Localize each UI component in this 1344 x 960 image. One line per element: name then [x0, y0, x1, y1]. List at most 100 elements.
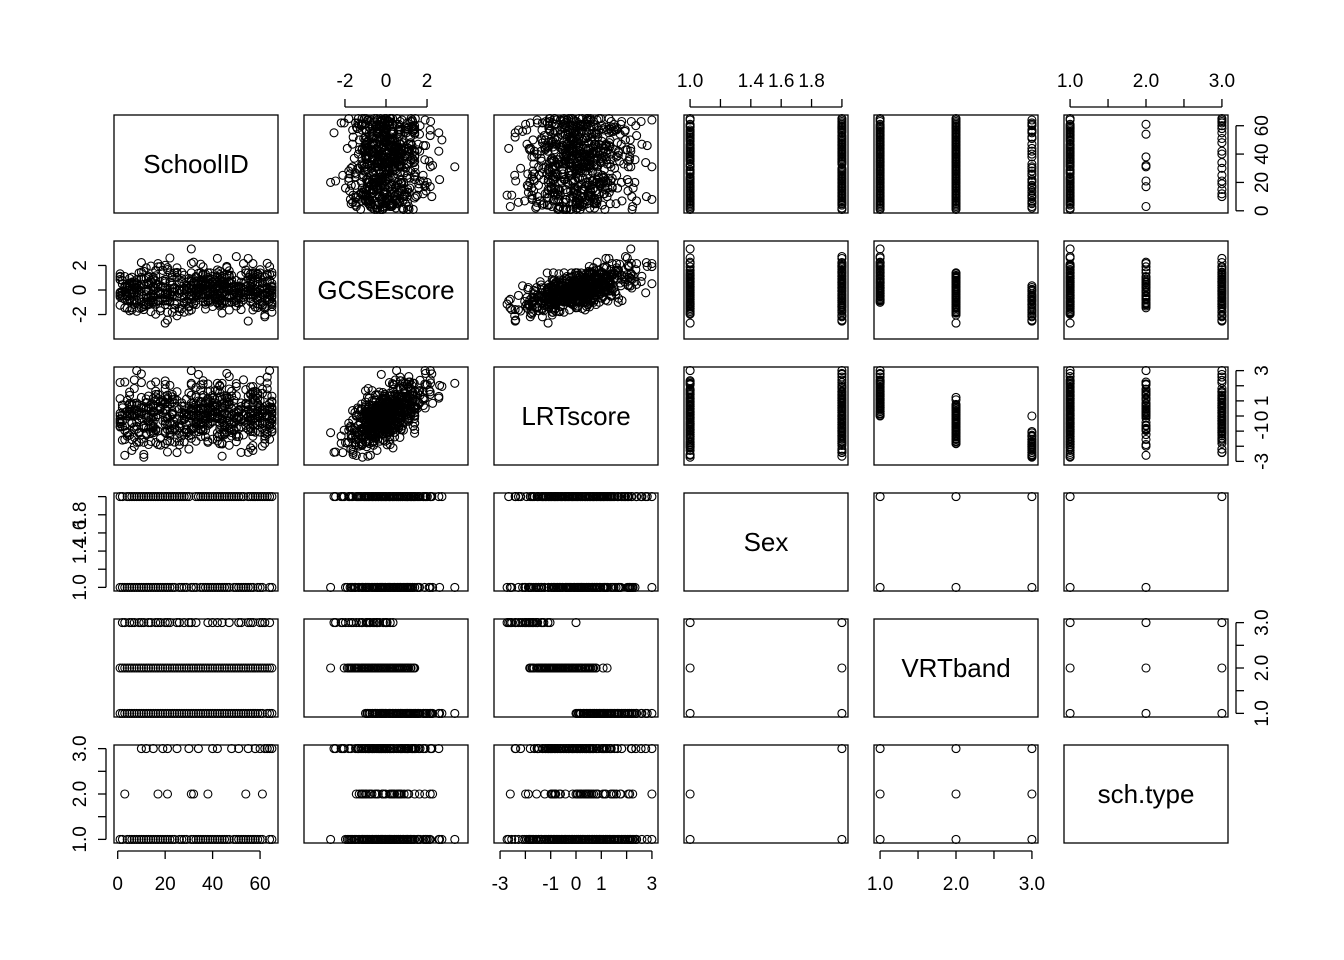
point [540, 189, 550, 199]
point [641, 158, 651, 168]
panel-lrtscore-vs-gcsescore [303, 366, 469, 466]
point [125, 294, 135, 304]
point [186, 244, 196, 254]
point [551, 135, 561, 145]
point [236, 305, 246, 315]
point [543, 318, 553, 328]
point [1065, 124, 1075, 134]
point [371, 143, 381, 153]
point [571, 166, 581, 176]
point [685, 121, 695, 131]
point [189, 257, 199, 267]
point [589, 128, 599, 138]
point [632, 131, 642, 141]
point [625, 152, 635, 162]
point [338, 170, 348, 180]
panel-frame [113, 240, 279, 340]
point [1141, 366, 1151, 376]
point [375, 116, 385, 127]
point [426, 116, 436, 127]
point [837, 182, 847, 192]
point [685, 145, 695, 155]
point [450, 162, 460, 172]
point [547, 170, 558, 180]
point [450, 378, 460, 388]
point [345, 186, 355, 196]
point [875, 133, 885, 144]
point [837, 200, 847, 210]
point [875, 115, 885, 125]
point [336, 118, 346, 128]
point [267, 290, 277, 301]
point [364, 182, 374, 192]
point [231, 391, 241, 401]
point [837, 119, 847, 129]
point [398, 204, 408, 214]
point [382, 189, 392, 199]
point [127, 305, 137, 315]
point [630, 155, 640, 165]
point [345, 194, 355, 204]
point [536, 153, 546, 163]
point [607, 183, 617, 193]
point [587, 149, 597, 159]
point [241, 265, 251, 275]
point [875, 244, 885, 254]
point [387, 129, 397, 139]
point [951, 318, 961, 328]
point [136, 272, 146, 282]
point [626, 116, 636, 127]
point [597, 170, 607, 180]
point [326, 428, 336, 438]
point [516, 163, 526, 173]
point [504, 143, 514, 153]
point [1141, 182, 1151, 192]
point [592, 257, 602, 267]
point [418, 170, 428, 180]
point [685, 184, 695, 195]
point [553, 190, 563, 200]
point [685, 189, 695, 199]
point [593, 167, 603, 178]
point [569, 183, 580, 193]
point [951, 203, 961, 213]
panel-layer: SchoolIDGCSEscoreLRTscoreSexVRTbandsch.t… [113, 114, 1229, 844]
point [1027, 149, 1037, 159]
point [262, 258, 272, 268]
point [402, 170, 412, 180]
point [612, 170, 622, 180]
point [1141, 160, 1151, 170]
point [212, 253, 222, 263]
point [551, 115, 561, 125]
point [563, 131, 573, 141]
point [383, 183, 394, 193]
panel-gcsescore-vs-gcsescore: GCSEscore [303, 240, 469, 340]
point [611, 199, 621, 209]
panel-frame [113, 492, 279, 592]
point [381, 149, 391, 159]
point [354, 145, 364, 155]
point [875, 148, 885, 158]
point [427, 192, 437, 202]
point [1027, 411, 1037, 421]
point [227, 386, 237, 396]
point [224, 384, 234, 394]
point [217, 451, 227, 461]
point [685, 155, 695, 165]
point [151, 309, 161, 319]
point [1027, 180, 1037, 190]
point [591, 129, 601, 139]
point [585, 203, 595, 213]
point [685, 318, 695, 328]
point [513, 197, 523, 207]
point [522, 139, 532, 149]
panel-sex-vs-gcsescore [303, 492, 469, 592]
point [951, 141, 961, 151]
panel-frame [1063, 114, 1229, 214]
point [571, 199, 581, 209]
point [115, 377, 125, 388]
panel-frame [303, 492, 469, 592]
point [408, 204, 418, 214]
panel-gcsescore-vs-lrtscore [493, 240, 659, 340]
